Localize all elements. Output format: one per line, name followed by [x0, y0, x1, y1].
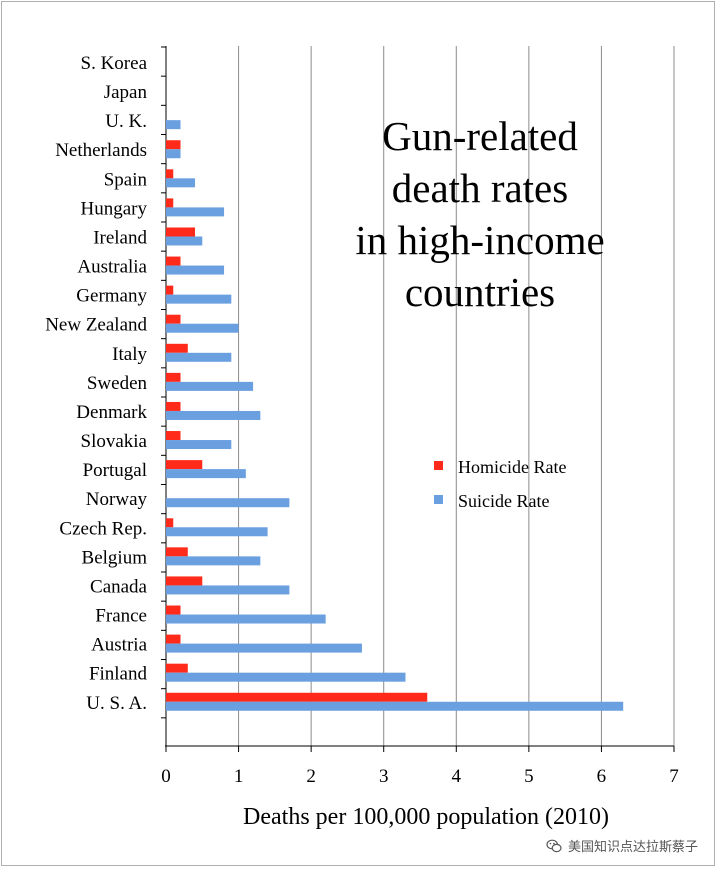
bar-homicide-12: [166, 401, 181, 411]
bar-suicide-15: [166, 498, 290, 508]
category-label: Netherlands: [55, 140, 147, 161]
x-tick-label-2: 2: [306, 766, 316, 787]
bar-homicide-14: [166, 460, 203, 470]
bar-suicide-21: [166, 672, 406, 682]
category-label: Austria: [91, 635, 148, 656]
bar-suicide-19: [166, 614, 326, 624]
bar-suicide-7: [166, 265, 225, 275]
bar-suicide-9: [166, 323, 239, 333]
x-axis-label: Deaths per 100,000 population (2010): [243, 804, 609, 830]
bar-suicide-3: [166, 149, 181, 159]
watermark-text: 美国知识点达拉斯蔡子: [567, 840, 698, 855]
x-tick-label-3: 3: [379, 766, 389, 787]
bar-suicide-22: [166, 701, 624, 711]
bar-homicide-22: [166, 692, 428, 702]
bar-homicide-10: [166, 343, 188, 353]
bar-homicide-18: [166, 576, 203, 586]
category-label: Italy: [112, 344, 147, 365]
bar-suicide-12: [166, 410, 261, 420]
bar-suicide-17: [166, 556, 261, 566]
bar-homicide-13: [166, 431, 181, 441]
category-label: U. K.: [105, 111, 147, 132]
bar-homicide-19: [166, 605, 181, 615]
legend-label-1: Suicide Rate: [458, 491, 549, 511]
category-label: Czech Rep.: [59, 518, 147, 539]
category-label: Japan: [104, 82, 148, 103]
bar-suicide-13: [166, 440, 232, 450]
category-label: Slovakia: [81, 431, 148, 452]
bar-suicide-5: [166, 207, 225, 217]
wechat-icon: [546, 839, 562, 852]
bar-homicide-16: [166, 518, 174, 528]
category-label: Finland: [89, 664, 148, 685]
category-label: Canada: [90, 576, 148, 597]
bar-suicide-18: [166, 585, 290, 595]
category-label: Spain: [104, 169, 148, 190]
bar-suicide-6: [166, 236, 203, 246]
bar-homicide-9: [166, 314, 181, 324]
bar-homicide-17: [166, 547, 188, 557]
x-tick-label-6: 6: [597, 766, 607, 787]
category-label: Ireland: [93, 227, 147, 248]
category-label: New Zealand: [45, 315, 147, 336]
bar-suicide-14: [166, 469, 246, 479]
bar-homicide-20: [166, 634, 181, 644]
x-tick-label-0: 0: [161, 766, 171, 787]
bar-suicide-2: [166, 120, 181, 130]
chart-title: Gun-related death rates in high-income c…: [320, 110, 640, 318]
bar-homicide-3: [166, 140, 181, 150]
category-label: Portugal: [83, 460, 147, 481]
category-label: Germany: [76, 286, 147, 307]
legend-swatch-0: [434, 461, 443, 470]
bar-homicide-8: [166, 285, 174, 295]
x-tick-label-4: 4: [452, 766, 462, 787]
x-tick-label-7: 7: [669, 766, 679, 787]
category-label: Denmark: [76, 402, 147, 423]
category-label: U. S. A.: [86, 693, 147, 714]
category-label: Australia: [77, 257, 147, 278]
category-label: Norway: [86, 489, 148, 510]
category-label: S. Korea: [81, 53, 148, 74]
x-tick-label-1: 1: [234, 766, 244, 787]
watermark: 美国知识点达拉斯蔡子: [546, 836, 698, 855]
x-tick-label-5: 5: [524, 766, 534, 787]
category-label: France: [95, 606, 147, 627]
title-line-1: Gun-related: [382, 113, 578, 159]
bar-suicide-8: [166, 294, 232, 304]
title-line-2: death rates: [391, 165, 569, 211]
bar-suicide-20: [166, 643, 362, 653]
bar-homicide-6: [166, 227, 196, 237]
bar-homicide-4: [166, 169, 174, 179]
bar-suicide-10: [166, 352, 232, 362]
bar-suicide-16: [166, 527, 268, 537]
category-label: Hungary: [81, 198, 148, 219]
bar-homicide-11: [166, 372, 181, 382]
legend-label-0: Homicide Rate: [458, 457, 566, 477]
bar-suicide-11: [166, 381, 254, 391]
bar-homicide-7: [166, 256, 181, 266]
bar-homicide-21: [166, 663, 188, 673]
legend-swatch-1: [434, 495, 443, 504]
bar-suicide-4: [166, 178, 196, 188]
bar-homicide-5: [166, 198, 174, 208]
category-label: Belgium: [82, 547, 148, 568]
category-label: Sweden: [87, 373, 148, 394]
title-line-3: in high-income: [355, 217, 605, 263]
title-line-4: countries: [404, 269, 556, 315]
